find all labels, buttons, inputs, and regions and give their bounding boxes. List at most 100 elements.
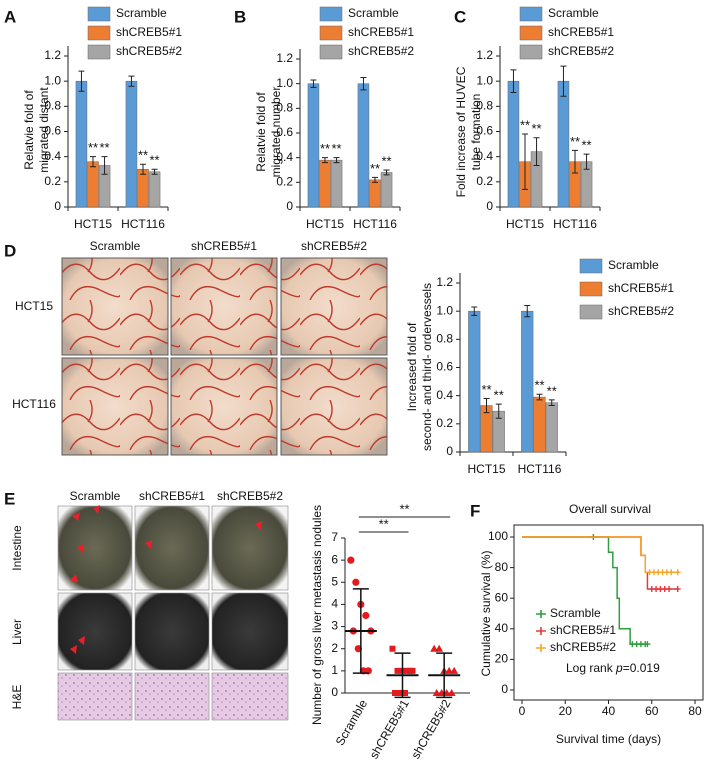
- y-tick-label: 20: [495, 652, 509, 666]
- y-tick-label: 0.6: [276, 125, 293, 139]
- point: [347, 556, 355, 564]
- y-tick-label: 1.2: [276, 51, 293, 65]
- bar: [545, 402, 558, 453]
- y-axis-label: migrated distant: [37, 87, 51, 173]
- photo-grid-e: E Scramble shCREB5#1 shCREB5#2 Intestine…: [4, 489, 289, 721]
- y-tick-label: 7: [331, 530, 338, 544]
- y-tick-label: 40: [495, 621, 509, 635]
- point: [392, 690, 398, 696]
- y-tick-label: 4: [331, 597, 338, 611]
- significance: **: [531, 121, 541, 136]
- error-bar: [572, 149, 578, 174]
- legend-label: Scramble: [348, 6, 399, 20]
- point: [402, 690, 408, 696]
- row-label: H&E: [10, 685, 24, 710]
- annotation-part: Log rank: [566, 661, 616, 675]
- significance: **: [88, 140, 98, 155]
- y-tick-label: 0.8: [44, 99, 61, 113]
- y-axis-label: Cumulative survival (%): [479, 550, 493, 676]
- bar: [468, 310, 481, 453]
- legend-swatch: [579, 304, 603, 320]
- point: [447, 689, 456, 696]
- censor-mark: [668, 569, 675, 576]
- x-tick-label: 80: [688, 704, 702, 718]
- y-tick-label: 0: [446, 444, 453, 458]
- legend-swatch: [87, 6, 111, 22]
- legend-label: shCREB5#2: [550, 640, 616, 654]
- y-tick-label: 0.4: [476, 149, 493, 163]
- error-bar: [495, 403, 502, 419]
- y-axis-label: tube formation: [469, 94, 483, 171]
- legend-label: shCREB5#1: [608, 281, 674, 295]
- y-tick-label: 1.0: [436, 303, 453, 317]
- legend-swatch: [319, 44, 343, 60]
- y-tick-label: 0.6: [436, 360, 453, 374]
- sd-bar: [352, 588, 369, 674]
- y-tick-label: 1: [331, 663, 338, 677]
- point: [407, 667, 413, 674]
- photos: [61, 257, 388, 456]
- y-tick-label: 1.2: [476, 48, 493, 62]
- error-bar: [483, 397, 490, 414]
- y-tick-label: 1.2: [436, 275, 453, 289]
- legend-swatch: [579, 258, 603, 274]
- error-bar: [372, 176, 378, 183]
- bar: [357, 83, 370, 208]
- arrowheads: [70, 505, 262, 654]
- bar: [507, 80, 520, 208]
- x-tick-label: shCREB5#2: [408, 697, 453, 761]
- censor-mark: [674, 569, 681, 576]
- legend-marker: [536, 610, 546, 618]
- bar: [125, 80, 138, 208]
- legend-swatch: [519, 6, 543, 22]
- bar: [137, 169, 149, 208]
- y-axis-label: Relatvie fold of: [254, 92, 268, 172]
- panel-letter: A: [4, 7, 16, 26]
- significance: **: [570, 134, 580, 149]
- y-tick-label: 0: [286, 199, 293, 213]
- significance: **: [138, 148, 148, 163]
- x-tick-label: 60: [645, 704, 659, 718]
- error-bar: [333, 157, 340, 164]
- bar: [307, 83, 320, 208]
- y-tick-label: 0: [501, 682, 508, 696]
- y-tick-label: 80: [495, 560, 509, 574]
- error-bar: [90, 156, 96, 168]
- error-bar: [583, 153, 590, 170]
- survival-line: [522, 536, 678, 590]
- error-bar: [128, 75, 135, 87]
- significance: **: [320, 141, 330, 156]
- y-tick-label: 0.6: [44, 124, 61, 138]
- point: [450, 666, 459, 674]
- significance: **: [481, 382, 491, 397]
- x-tick-label: shCREB5#1: [367, 697, 412, 761]
- bar: [380, 172, 393, 208]
- significance: **: [99, 140, 109, 155]
- y-tick-label: 2: [331, 641, 338, 655]
- survival-line: [522, 536, 678, 573]
- point: [362, 611, 370, 620]
- bar: [369, 179, 381, 208]
- legend-label: shCREB5#2: [116, 44, 182, 58]
- legend-swatch: [87, 44, 111, 60]
- sd-bar: [436, 652, 453, 699]
- x-tick-label: HCT116: [518, 462, 562, 476]
- column-label: shCREB5#2: [217, 489, 283, 503]
- x-tick-label: HCT15: [467, 462, 505, 476]
- y-tick-label: 1.0: [44, 73, 61, 87]
- x-tick-label: HCT15: [74, 217, 112, 231]
- y-tick-label: 0: [54, 199, 61, 213]
- legend-label: shCREB5#1: [348, 25, 414, 39]
- x-tick-label: Scramble: [333, 697, 371, 748]
- x-tick-label: 40: [602, 704, 616, 718]
- x-tick-label: HCT116: [553, 217, 597, 231]
- point: [389, 645, 396, 652]
- y-tick-label: 0.6: [476, 124, 493, 138]
- legend-label: shCREB5#1: [548, 25, 614, 39]
- bar: [533, 396, 546, 453]
- x-tick-label: HCT116: [121, 217, 165, 231]
- legend-marker: [536, 644, 546, 652]
- y-tick-label: 1.0: [276, 76, 293, 90]
- y-axis-label: Number of gross liver metastasis nodules: [310, 505, 324, 725]
